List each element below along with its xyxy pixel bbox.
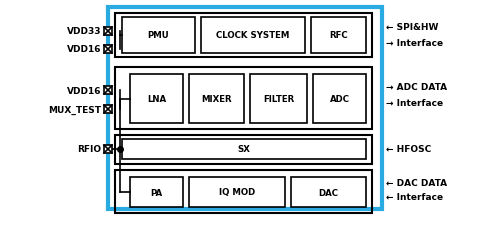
Bar — [115, 68, 372, 129]
Bar — [115, 135, 372, 164]
Text: → ADC DATA: → ADC DATA — [386, 83, 447, 92]
Text: MUX_TEST: MUX_TEST — [48, 105, 101, 114]
Text: FILTER: FILTER — [263, 94, 294, 104]
Text: PA: PA — [150, 188, 162, 197]
Bar — [104, 87, 112, 94]
Bar — [130, 75, 183, 124]
Bar — [115, 170, 372, 213]
Text: DAC: DAC — [318, 188, 338, 197]
Text: → Interface: → Interface — [386, 38, 443, 47]
Text: MIXER: MIXER — [201, 94, 232, 104]
Bar — [104, 46, 112, 54]
Bar — [104, 28, 112, 36]
Bar — [250, 75, 307, 124]
Text: ADC: ADC — [330, 94, 349, 104]
Bar — [311, 18, 366, 54]
Bar — [291, 177, 366, 207]
Text: VDD16: VDD16 — [66, 86, 101, 95]
Text: ← HFOSC: ← HFOSC — [386, 145, 431, 154]
Text: VDD33: VDD33 — [66, 27, 101, 36]
Text: PMU: PMU — [148, 31, 170, 40]
Bar — [122, 139, 366, 159]
Text: SX: SX — [238, 145, 250, 154]
Bar — [108, 8, 382, 209]
Bar — [104, 145, 112, 153]
Text: → Interface: → Interface — [386, 98, 443, 107]
Bar — [201, 18, 305, 54]
Bar — [313, 75, 366, 124]
Bar — [104, 106, 112, 113]
Bar — [122, 18, 195, 54]
Text: VDD16: VDD16 — [66, 45, 101, 54]
Text: IQ MOD: IQ MOD — [219, 188, 255, 197]
Text: LNA: LNA — [147, 94, 166, 104]
Bar — [130, 177, 183, 207]
Bar — [189, 75, 244, 124]
Bar — [115, 14, 372, 58]
Text: ← Interface: ← Interface — [386, 193, 443, 202]
Bar — [189, 177, 285, 207]
Text: RFIO: RFIO — [77, 145, 101, 154]
Text: RFC: RFC — [329, 31, 348, 40]
Text: ← DAC DATA: ← DAC DATA — [386, 178, 447, 187]
Text: CLOCK SYSTEM: CLOCK SYSTEM — [216, 31, 290, 40]
Text: ← SPI&HW: ← SPI&HW — [386, 23, 438, 32]
